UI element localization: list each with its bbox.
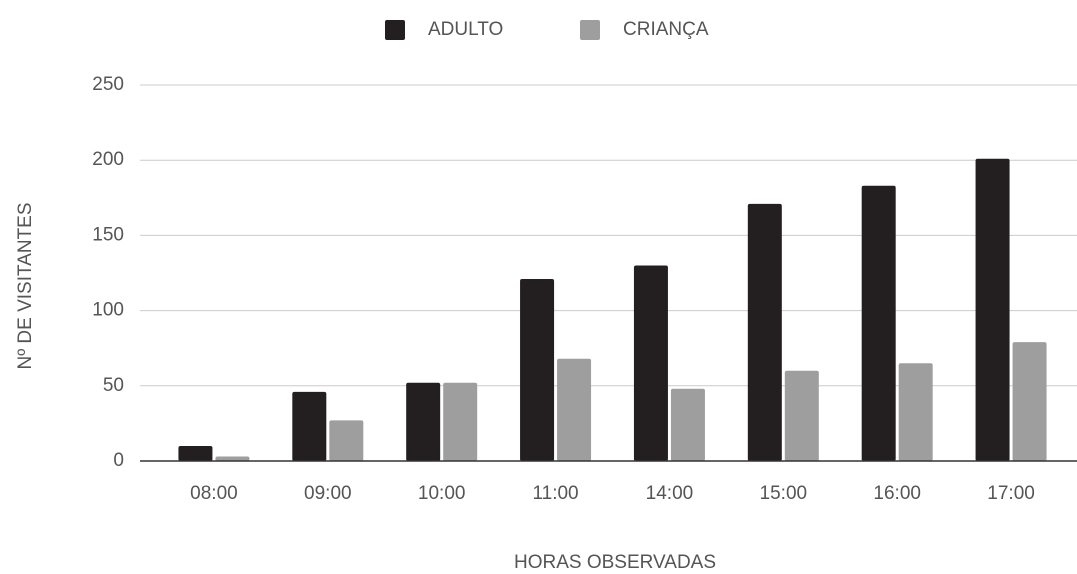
y-tick-label: 200	[92, 149, 124, 170]
bar	[898, 363, 933, 461]
bar	[747, 203, 782, 462]
legend-label: CRIANÇA	[623, 19, 709, 40]
bar	[520, 279, 555, 461]
x-tick-label: 16:00	[873, 483, 921, 504]
bar	[329, 420, 364, 461]
y-tick-label: 150	[92, 224, 124, 245]
x-tick-label: 09:00	[304, 483, 352, 504]
y-tick-label: 100	[92, 300, 124, 321]
y-tick-label: 250	[92, 74, 124, 95]
legend-swatch	[385, 20, 405, 40]
bar	[292, 391, 327, 461]
bar	[670, 388, 705, 461]
bar	[215, 456, 250, 461]
x-tick-label: 17:00	[987, 483, 1035, 504]
x-tick-label: 10:00	[418, 483, 466, 504]
y-tick-label: 50	[103, 375, 124, 396]
bar	[975, 158, 1010, 462]
y-axis-title: Nº DE VISITANTES	[15, 202, 36, 369]
bar	[178, 445, 213, 461]
x-tick-label: 11:00	[532, 483, 578, 504]
bar	[784, 370, 819, 461]
y-tick-label: 0	[113, 450, 124, 471]
bar	[406, 382, 441, 461]
legend-swatch	[580, 20, 600, 40]
x-axis-title: HORAS OBSERVADAS	[514, 552, 716, 573]
legend-label: ADULTO	[428, 19, 503, 40]
x-tick-label: 14:00	[646, 483, 694, 504]
bar	[861, 185, 896, 461]
bar	[443, 382, 478, 461]
x-tick-label: 08:00	[190, 483, 238, 504]
bar	[633, 265, 668, 461]
bar	[1012, 342, 1047, 461]
bar	[557, 358, 592, 461]
x-tick-label: 15:00	[760, 483, 808, 504]
